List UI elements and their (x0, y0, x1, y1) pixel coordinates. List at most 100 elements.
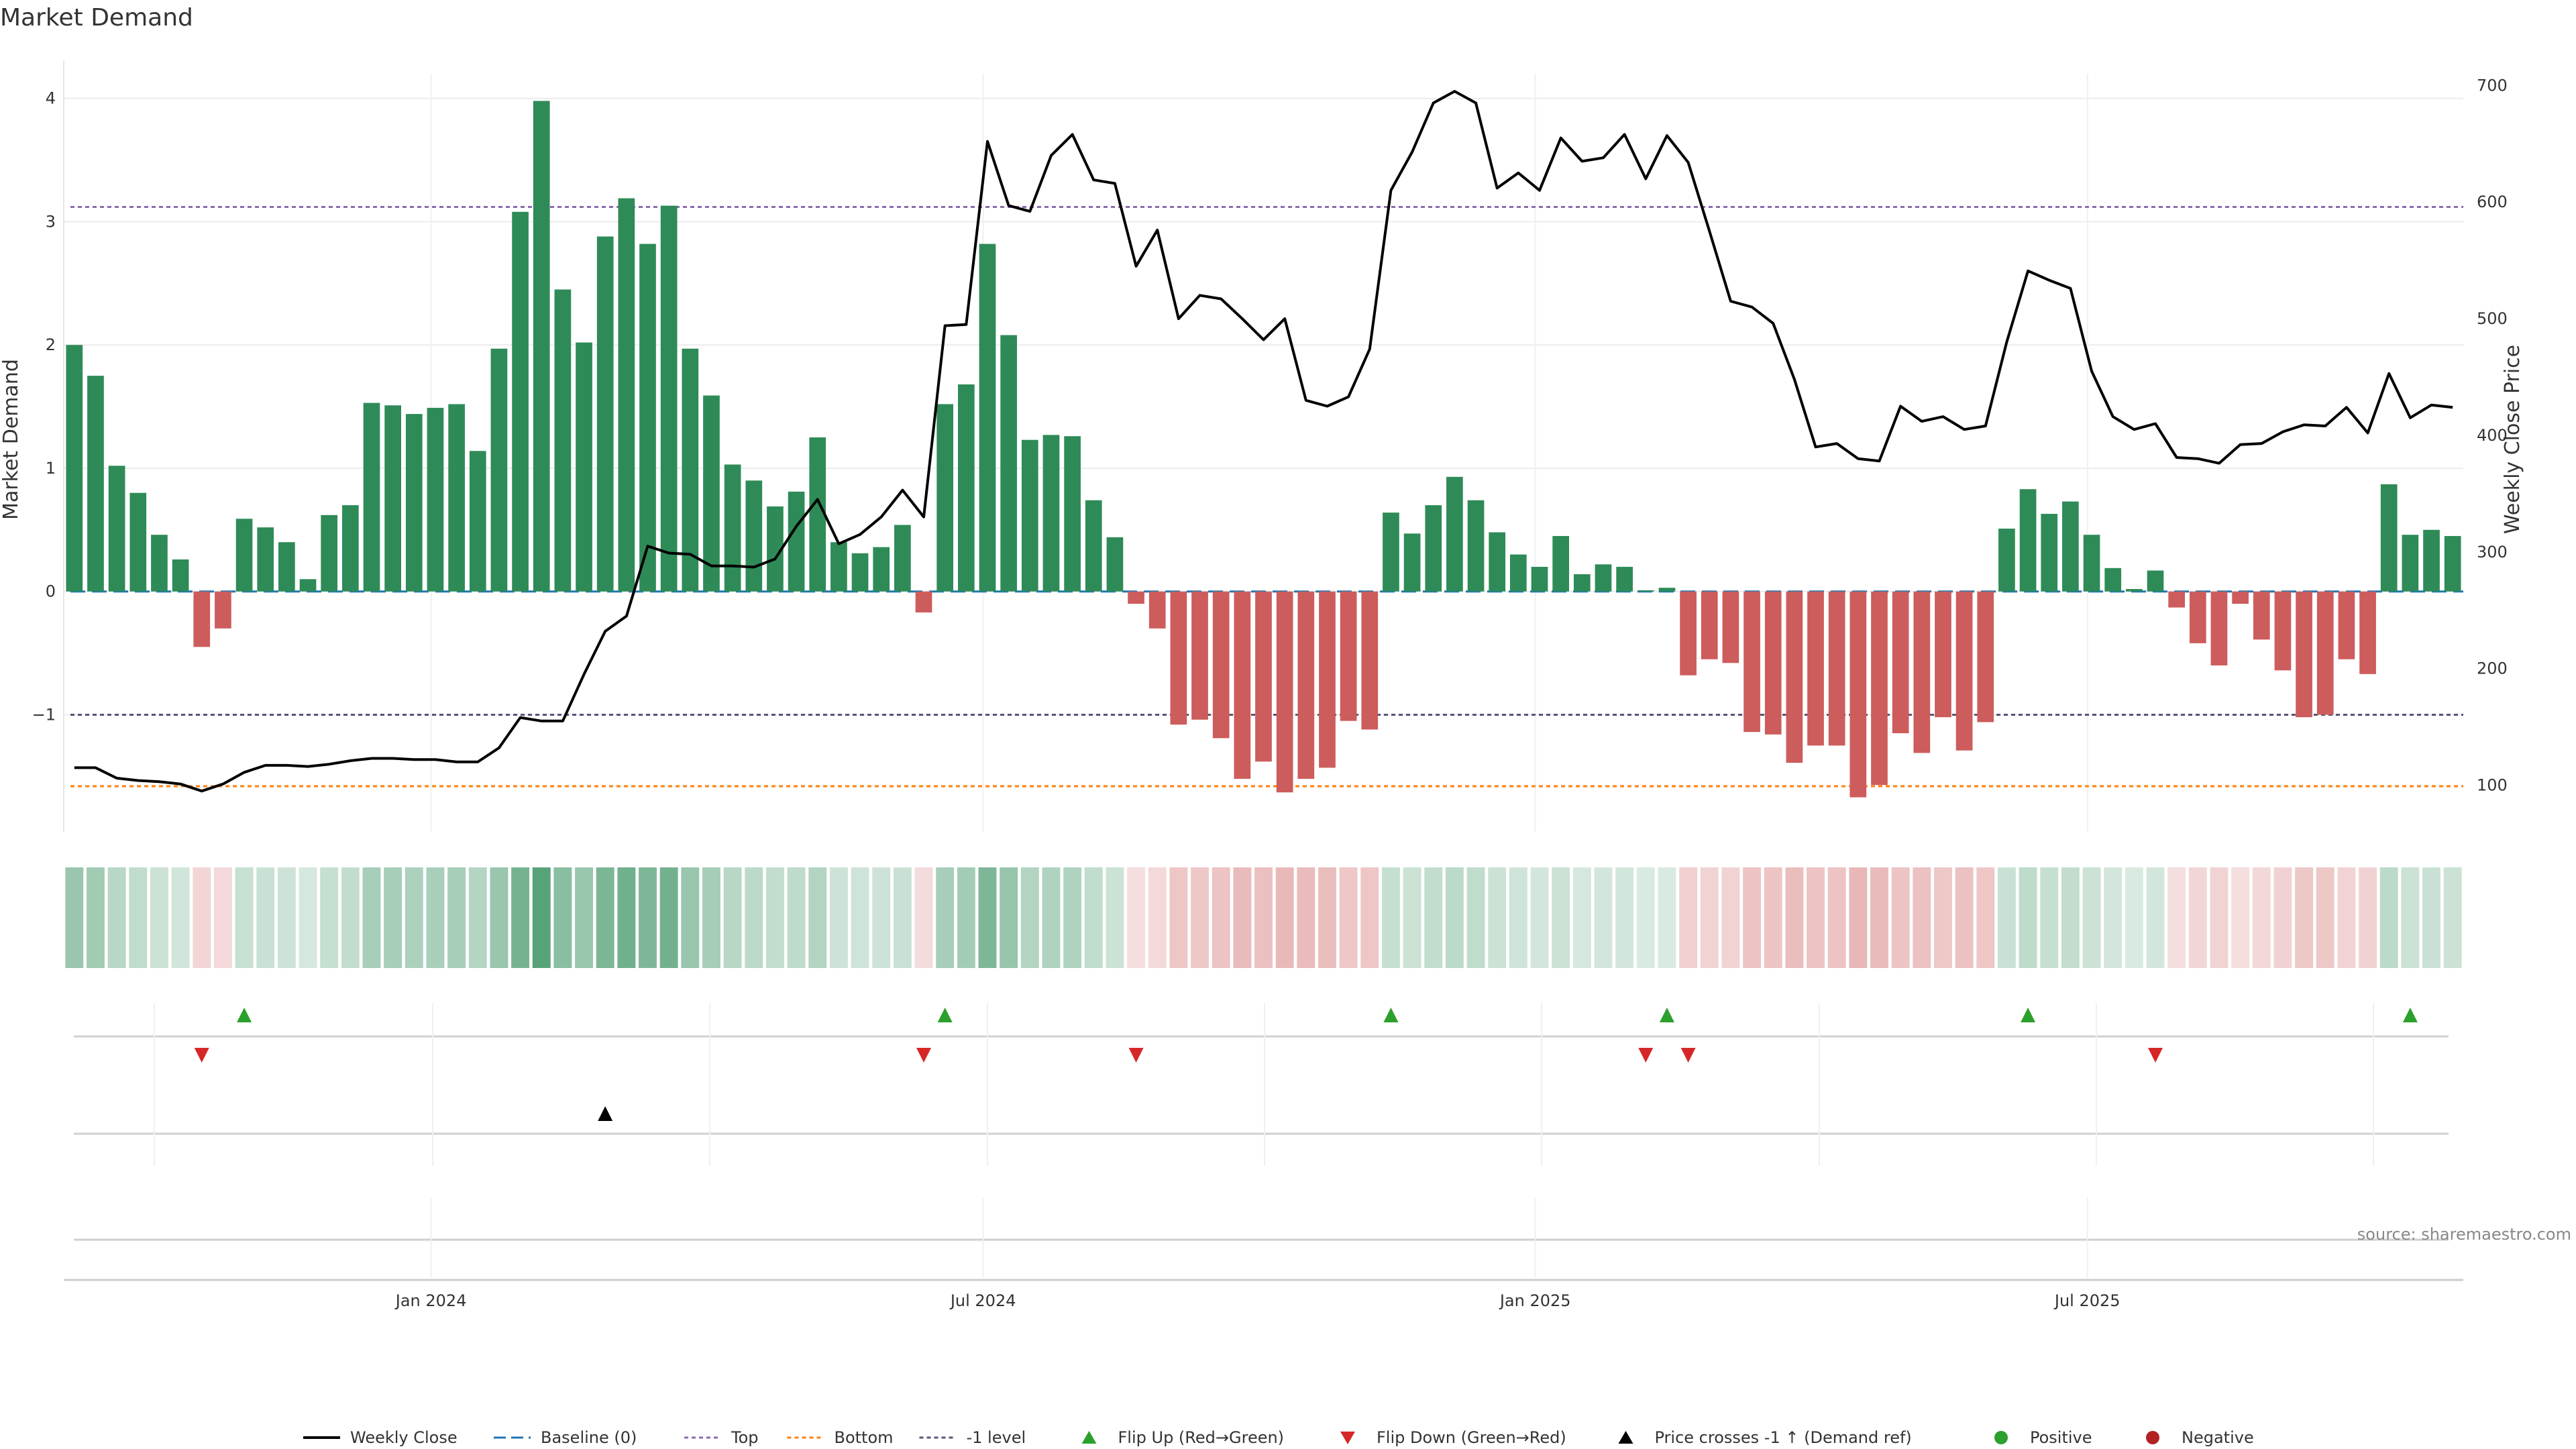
demand-bar (405, 414, 423, 592)
flip-down-marker (2148, 1048, 2163, 1063)
heat-cell (426, 867, 445, 968)
demand-bar (1722, 591, 1739, 663)
x-tick-label: Jan 2024 (394, 1291, 467, 1310)
demand-bar (703, 395, 720, 592)
demand-bar (936, 404, 954, 592)
demand-bar (979, 244, 996, 592)
demand-bars (66, 101, 2461, 798)
heat-cell (1934, 867, 1952, 968)
heat-cell (1849, 867, 1868, 968)
heat-cell (213, 867, 232, 968)
demand-bar (745, 480, 763, 592)
legend-label: -1 level (967, 1428, 1026, 1447)
heat-cell (2379, 867, 2398, 968)
heat-cell (277, 867, 296, 968)
demand-bar (1234, 591, 1251, 779)
demand-bar (151, 535, 168, 592)
demand-bar (1000, 335, 1017, 592)
flip-down-marker (1638, 1048, 1654, 1063)
legend-label: Weekly Close (350, 1428, 458, 1447)
heat-cell (1721, 867, 1740, 968)
demand-bar (1637, 590, 1654, 592)
heat-cell (1275, 867, 1294, 968)
heat-cell (129, 867, 148, 968)
flip-up-marker (937, 1008, 953, 1022)
demand-bar (1340, 591, 1357, 721)
heat-cell (2443, 867, 2462, 968)
demand-bar (1128, 591, 1144, 604)
heat-cell (1106, 867, 1124, 968)
heat-cell (893, 867, 912, 968)
demand-bar (1021, 439, 1038, 592)
heat-cell (1318, 867, 1336, 968)
heat-cell (681, 867, 700, 968)
right-tick-label: 300 (2477, 543, 2508, 561)
legend-swatch-triangle-up (1081, 1431, 1097, 1444)
heat-cell (256, 867, 275, 968)
legend-item-baseline: Baseline (0) (494, 1428, 637, 1447)
demand-bar (830, 542, 847, 592)
demand-bar (1276, 591, 1293, 793)
heat-cell (745, 867, 763, 968)
legend-item-positive: Positive (1994, 1428, 2092, 1447)
heat-cell (1615, 867, 1634, 968)
flip-up-marker (237, 1008, 252, 1022)
demand-bar (2253, 591, 2270, 640)
heat-cell (1955, 867, 1974, 968)
demand-bar (2104, 568, 2122, 592)
heat-cell (659, 867, 678, 968)
legend-label: Top (731, 1428, 759, 1447)
demand-bar (66, 345, 83, 592)
demand-bar (2062, 501, 2079, 592)
demand-bar (2338, 591, 2355, 659)
legend-label: Negative (2182, 1428, 2254, 1447)
heat-cell (1530, 867, 1549, 968)
heat-cell (2295, 867, 2314, 968)
heat-cell (1445, 867, 1464, 968)
heat-cell (1807, 867, 1825, 968)
legend-item-flip-up: Flip Up (Red→Green) (1081, 1428, 1284, 1447)
heat-cell (1084, 867, 1103, 968)
legend-swatch-dot (2146, 1431, 2159, 1444)
heat-cell (2019, 867, 2037, 968)
heat-cell (1466, 867, 1485, 968)
left-tick-label: 3 (46, 212, 56, 231)
demand-bar (469, 451, 486, 592)
heat-cell (936, 867, 955, 968)
heat-cell (1870, 867, 1888, 968)
weekly-close-line (74, 90, 2453, 793)
heat-cell (1594, 867, 1613, 968)
legend-label: Price crosses -1 ↑ (Demand ref) (1655, 1428, 1912, 1447)
demand-bar (1042, 435, 1060, 592)
demand-bar (873, 547, 890, 592)
demand-bar (1170, 591, 1187, 725)
demand-bar (2147, 570, 2164, 592)
demand-bar (639, 244, 656, 592)
demand-bar (2041, 513, 2058, 592)
heat-cell (1913, 867, 1931, 968)
legend-item-price-cross: Price crosses -1 ↑ (Demand ref) (1618, 1428, 1912, 1447)
heat-cell (1254, 867, 1273, 968)
legend-label: Positive (2030, 1428, 2092, 1447)
demand-bar (108, 466, 125, 592)
flip-up-marker (2402, 1008, 2418, 1022)
heat-cell (808, 867, 827, 968)
demand-bar (1680, 591, 1697, 676)
left-tick-label: 4 (46, 89, 56, 108)
heat-cell (787, 867, 806, 968)
price-cross-marker (598, 1106, 613, 1121)
demand-bar (957, 384, 975, 592)
heat-cell (639, 867, 657, 968)
demand-bar (2316, 591, 2334, 715)
demand-bar (2232, 591, 2249, 604)
heat-cell (1360, 867, 1379, 968)
heat-cell (553, 867, 572, 968)
heat-cell (1700, 867, 1719, 968)
x-tick-label: Jul 2024 (949, 1291, 1016, 1310)
demand-bar (2444, 536, 2461, 592)
flip-down-marker (194, 1048, 209, 1063)
demand-bar (1786, 591, 1803, 763)
demand-bar (809, 437, 826, 592)
heat-cell (596, 867, 614, 968)
